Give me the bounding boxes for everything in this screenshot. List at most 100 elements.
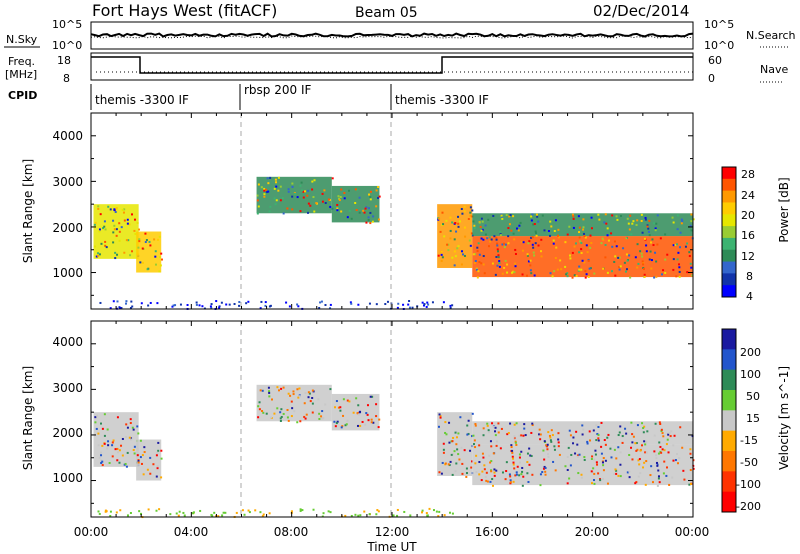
scatter-cell — [610, 232, 613, 235]
scatter-cell — [554, 469, 557, 472]
scatter-cell — [257, 405, 260, 408]
scatter-cell — [321, 515, 324, 518]
scatter-cell — [477, 270, 480, 273]
scatter-cell — [156, 302, 159, 305]
scatter-cell — [644, 218, 647, 221]
scatter-cell — [559, 259, 562, 262]
scatter-cell — [411, 306, 414, 309]
scatter-cell — [449, 511, 452, 514]
scatter-cell — [117, 451, 120, 454]
scatter-cell — [403, 510, 406, 513]
scatter-cell — [98, 230, 101, 233]
scatter-cell — [317, 398, 320, 401]
scatter-cell — [589, 234, 592, 237]
scatter-cell — [115, 207, 118, 210]
power-cbar-tick-16: 16 — [741, 229, 755, 242]
scatter-cell — [665, 443, 668, 446]
scatter-cell — [575, 242, 578, 245]
velocity-x-ticks — [90, 321, 694, 517]
scatter-cell — [579, 240, 582, 243]
scatter-cell — [132, 428, 135, 431]
scatter-cell — [549, 220, 552, 223]
scatter-cell — [482, 238, 485, 241]
scatter-cell — [491, 478, 494, 481]
scatter-cell — [672, 268, 675, 271]
power-x-ticks — [90, 113, 694, 309]
scatter-cell — [320, 417, 323, 420]
scatter-cell — [112, 231, 115, 234]
scatter-cell — [141, 261, 144, 264]
scatter-cell — [530, 455, 533, 458]
scatter-cell — [426, 514, 429, 517]
scatter-cell — [118, 461, 121, 464]
noise-left-tick-bottom: 10^0 — [52, 39, 82, 52]
scatter-cell — [335, 422, 338, 425]
scatter-cell — [521, 273, 524, 276]
scatter-cell — [475, 471, 478, 474]
scatter-cell — [457, 432, 460, 435]
scatter-cell — [620, 215, 623, 218]
scatter-cell — [689, 262, 692, 265]
scatter-cell — [597, 439, 600, 442]
scatter-cell — [472, 253, 475, 256]
scatter-cell — [538, 433, 541, 436]
scatter-cell — [103, 413, 106, 416]
scatter-cell — [509, 481, 512, 484]
scatter-cell — [539, 484, 542, 487]
scatter-cell — [440, 259, 443, 262]
scatter-cell — [156, 467, 159, 470]
scatter-cell — [635, 224, 638, 227]
scatter-cell — [557, 236, 560, 239]
scatter-cell — [120, 226, 123, 229]
scatter-cell — [140, 462, 143, 465]
scatter-cell — [311, 402, 314, 405]
scatter-cell — [569, 257, 572, 260]
scatter-cell — [336, 209, 339, 212]
scatter-cell — [569, 254, 572, 257]
scatter-cell — [279, 185, 282, 188]
scatter-region — [437, 204, 473, 268]
scatter-cell — [522, 241, 525, 244]
velocity-cbar-tick-m100: -100 — [736, 478, 761, 491]
scatter-cell — [456, 448, 459, 451]
scatter-cell — [454, 470, 457, 473]
scatter-cell — [509, 213, 512, 216]
scatter-cell — [618, 256, 621, 259]
scatter-cell — [518, 224, 521, 227]
scatter-cell — [464, 235, 467, 238]
scatter-cell — [617, 474, 620, 477]
scatter-cell — [569, 434, 572, 437]
scatter-cell — [409, 514, 412, 517]
scatter-cell — [359, 514, 362, 517]
scatter-cell — [118, 230, 121, 233]
scatter-cell — [303, 190, 306, 193]
scatter-cell — [613, 240, 616, 243]
scatter-cell — [280, 387, 283, 390]
scatter-cell — [478, 473, 481, 476]
scatter-cell — [99, 301, 102, 304]
scatter-cell — [520, 450, 523, 453]
scatter-cell — [666, 253, 669, 256]
scatter-cell — [98, 253, 101, 256]
scatter-cell — [552, 239, 555, 242]
scatter-cell — [357, 413, 360, 416]
scatter-cell — [99, 451, 102, 454]
scatter-cell — [617, 446, 620, 449]
scatter-cell — [623, 261, 626, 264]
scatter-cell — [645, 440, 648, 443]
scatter-cell — [125, 465, 128, 468]
scatter-cell — [94, 421, 97, 424]
scatter-cell — [439, 416, 442, 419]
scatter-cell — [566, 233, 569, 236]
time-tick-24: 00:00 — [675, 525, 710, 539]
scatter-cell — [198, 304, 201, 307]
scatter-cell — [686, 271, 689, 274]
scatter-cell — [575, 274, 578, 277]
scatter-cell — [514, 474, 517, 477]
scatter-cell — [465, 472, 468, 475]
scatter-cell — [571, 276, 574, 279]
scatter-cell — [515, 443, 518, 446]
scatter-cell — [222, 511, 225, 514]
scatter-cell — [532, 246, 535, 249]
scatter-cell — [650, 241, 653, 244]
